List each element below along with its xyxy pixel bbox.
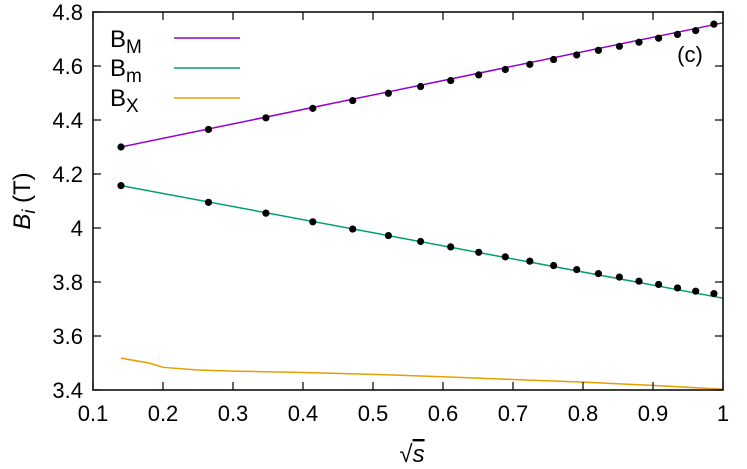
data-point-0 bbox=[384, 89, 392, 97]
x-tick-label: 0.8 bbox=[568, 401, 599, 426]
legend-label-bm-minor: B bbox=[110, 55, 126, 82]
y-axis-label-unit: (T) bbox=[9, 172, 36, 209]
data-point-1 bbox=[417, 237, 425, 246]
data-point-0 bbox=[550, 55, 558, 64]
data-point-0 bbox=[309, 104, 317, 112]
legend-entry-bm-minor: Bm bbox=[110, 55, 240, 87]
legend-label-bm: B bbox=[110, 26, 126, 53]
x-axis-label: √s bbox=[399, 441, 424, 468]
data-point-1 bbox=[550, 261, 558, 270]
y-tick-label: 4.4 bbox=[52, 108, 83, 133]
data-point-1 bbox=[349, 225, 357, 233]
data-point-0 bbox=[655, 34, 663, 42]
data-point-1 bbox=[615, 273, 624, 281]
x-tick-label: 1 bbox=[717, 401, 729, 426]
legend-entry-bx: BX bbox=[110, 85, 240, 117]
data-point-1 bbox=[447, 243, 455, 251]
x-tick-label: 0.2 bbox=[148, 401, 179, 426]
x-tick-label: 0.1 bbox=[78, 401, 109, 426]
x-tick-label: 0.6 bbox=[428, 401, 459, 426]
data-point-1 bbox=[635, 277, 643, 285]
data-point-0 bbox=[526, 60, 534, 68]
legend-sub-bm: M bbox=[126, 37, 142, 58]
legend-entry-bm: BM bbox=[110, 26, 240, 58]
legend-sub-bm-minor: m bbox=[126, 66, 142, 87]
data-point-0 bbox=[447, 76, 455, 85]
axis-ticks bbox=[92, 11, 724, 391]
x-tick-label: 0.4 bbox=[288, 401, 319, 426]
y-axis-label-sub: i bbox=[19, 209, 39, 214]
panel-label: (c) bbox=[677, 42, 703, 67]
data-point-0 bbox=[204, 125, 213, 134]
plot-content bbox=[117, 20, 724, 390]
data-point-1 bbox=[594, 270, 603, 278]
y-axis-label-var: B bbox=[9, 214, 36, 230]
data-point-1 bbox=[384, 231, 392, 240]
data-point-1 bbox=[309, 218, 317, 226]
svg-text:Bm: Bm bbox=[110, 55, 142, 87]
y-tick-label: 4.6 bbox=[52, 54, 83, 79]
x-tick-label: 0.7 bbox=[498, 401, 529, 426]
legend-label-bx: B bbox=[110, 85, 126, 112]
svg-text:BX: BX bbox=[110, 85, 139, 117]
tick-labels: 0.1 0.2 0.3 0.4 0.5 0.6 0.7 0.8 0.9 1 3.4 3.6 3.8 4 4.… bbox=[52, 0, 729, 426]
x-tick-label: 0.3 bbox=[218, 401, 249, 426]
data-point-1 bbox=[475, 248, 483, 256]
data-point-1 bbox=[655, 280, 663, 289]
data-point-0 bbox=[573, 51, 581, 59]
data-point-1 bbox=[204, 198, 213, 206]
legend-sub-bx: X bbox=[126, 96, 139, 117]
data-point-1 bbox=[526, 257, 534, 265]
data-point-1 bbox=[692, 287, 700, 295]
data-point-0 bbox=[262, 114, 270, 122]
data-point-1 bbox=[262, 209, 270, 217]
y-tick-label: 3.8 bbox=[52, 270, 83, 295]
y-tick-label: 3.6 bbox=[52, 324, 83, 349]
legend: BM Bm BX bbox=[110, 26, 240, 117]
data-point-1 bbox=[573, 265, 581, 274]
x-tick-label: 0.9 bbox=[638, 401, 669, 426]
x-tick-label: 0.5 bbox=[358, 401, 389, 426]
y-tick-label: 4.2 bbox=[52, 162, 83, 187]
data-point-1 bbox=[117, 182, 125, 190]
data-point-0 bbox=[501, 65, 509, 74]
data-point-0 bbox=[475, 71, 483, 79]
x-axis-label-sqrt: √ bbox=[399, 441, 413, 468]
data-point-0 bbox=[117, 143, 125, 151]
data-point-0 bbox=[673, 30, 682, 39]
y-tick-label: 4.8 bbox=[52, 0, 83, 25]
data-point-1 bbox=[710, 290, 718, 298]
data-point-0 bbox=[594, 46, 603, 54]
svg-text:BM: BM bbox=[110, 26, 142, 58]
data-point-1 bbox=[673, 284, 682, 292]
y-axis-label: Bi (T) bbox=[9, 172, 39, 229]
series-line-2 bbox=[120, 357, 724, 390]
data-point-1 bbox=[501, 253, 509, 261]
data-point-0 bbox=[349, 96, 357, 105]
plot-frame bbox=[92, 11, 724, 391]
y-tick-label: 3.4 bbox=[52, 378, 83, 403]
y-tick-label: 4 bbox=[71, 216, 83, 241]
data-point-0 bbox=[710, 20, 718, 28]
x-axis-label-var: s bbox=[413, 441, 425, 468]
data-point-0 bbox=[615, 42, 624, 50]
data-point-0 bbox=[417, 82, 425, 91]
data-point-0 bbox=[635, 38, 643, 46]
data-point-0 bbox=[692, 27, 700, 35]
